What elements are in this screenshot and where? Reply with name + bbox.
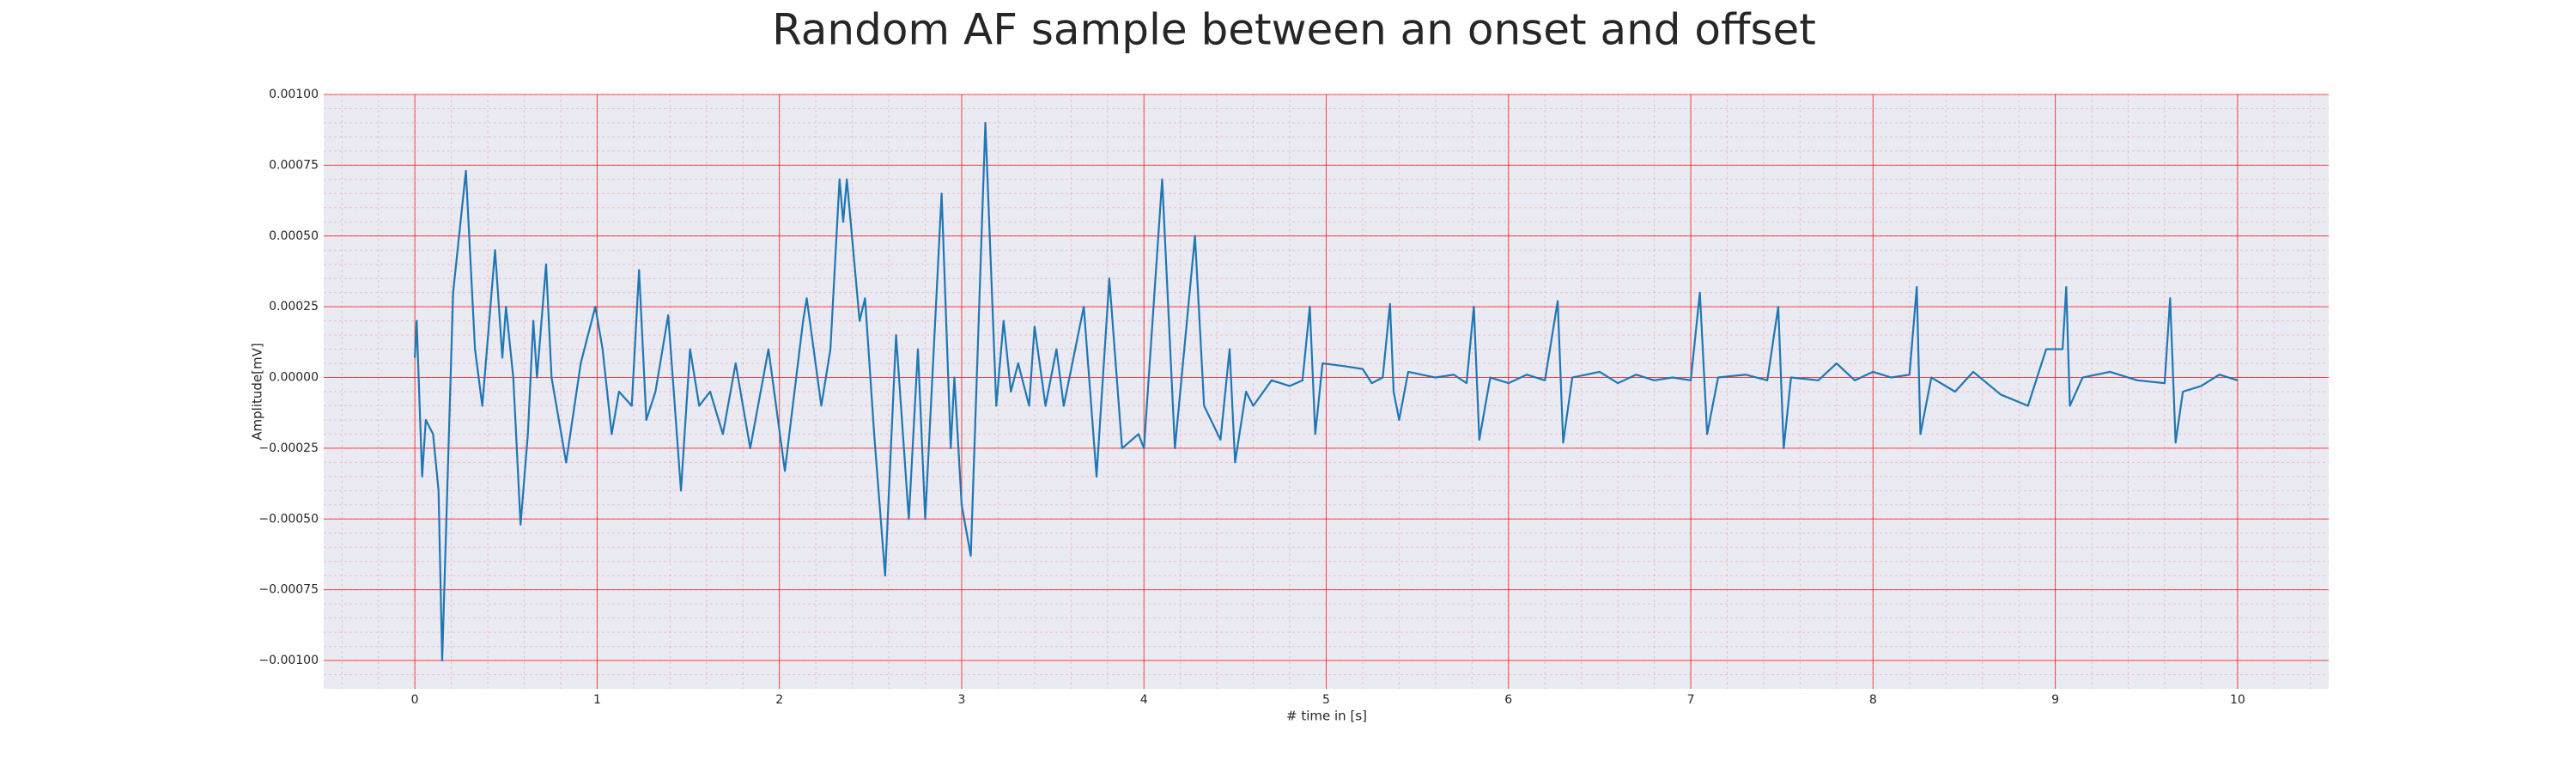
x-tick-label: 7 <box>1687 693 1695 707</box>
x-tick-label: 1 <box>593 693 601 707</box>
x-tick-label: 8 <box>1869 693 1877 707</box>
y-tick-label: −0.00050 <box>258 512 319 526</box>
x-tick-label: 4 <box>1140 693 1148 707</box>
data-line <box>414 121 2239 662</box>
x-tick-label: 0 <box>411 693 419 707</box>
y-tick-label: 0.00100 <box>269 88 319 101</box>
y-tick-label: 0.00075 <box>269 158 319 172</box>
x-tick-label: 6 <box>1504 693 1512 707</box>
x-tick-label: 9 <box>2051 693 2059 707</box>
y-axis-label: Amplitude[mV] <box>250 343 265 440</box>
x-tick-label: 2 <box>775 693 783 707</box>
y-tick-label: 0.00025 <box>269 300 319 313</box>
x-tick-label: 10 <box>2230 693 2245 707</box>
x-tick-label: 5 <box>1322 693 1330 707</box>
x-axis-label: # time in [s] <box>1286 709 1367 724</box>
y-tick-label: 0.00050 <box>269 229 319 243</box>
x-tick-label: 3 <box>957 693 965 707</box>
y-tick-label: −0.00025 <box>258 441 319 455</box>
y-tick-label: −0.00075 <box>258 583 319 597</box>
chart-title: Random AF sample between an onset and of… <box>772 5 1816 55</box>
y-tick-label: −0.00100 <box>258 654 319 667</box>
y-tick-label: 0.00000 <box>269 371 319 385</box>
